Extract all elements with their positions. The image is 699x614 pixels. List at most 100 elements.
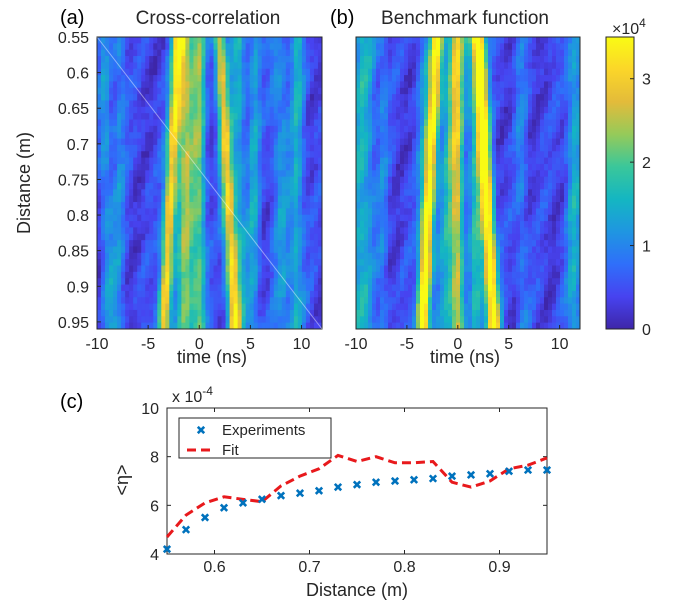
heatmap-cell: [568, 278, 573, 285]
heatmap-cell: [301, 227, 307, 235]
heatmap-cell: [356, 144, 361, 152]
heatmap-cell: [161, 68, 166, 76]
heatmap-cell: [404, 195, 409, 203]
heatmap-cell: [197, 265, 202, 273]
heatmap-cell: [257, 144, 263, 152]
heatmap-cell: [472, 246, 477, 254]
heatmap-cell: [237, 297, 243, 305]
heatmap-cell: [496, 284, 501, 292]
heatmap-cell: [125, 221, 130, 228]
heatmap-cell: [516, 183, 521, 190]
heatmap-cell: [133, 303, 138, 311]
heatmap-cell: [317, 75, 323, 82]
heatmap-cell: [508, 138, 513, 146]
heatmap-cell: [384, 87, 389, 95]
heatmap-cell: [412, 303, 417, 311]
heatmap-cell: [169, 316, 174, 324]
heatmap-cell: [544, 265, 549, 273]
heatmap-cell: [277, 132, 283, 139]
heatmap-cell: [504, 62, 509, 70]
heatmap-cell: [484, 183, 489, 190]
heatmap-cell: [448, 252, 453, 260]
heatmap-cell: [536, 170, 541, 178]
heatmap-cell: [169, 163, 174, 171]
heatmap-cell: [149, 284, 154, 292]
heatmap-cell: [364, 271, 369, 279]
heatmap-cell: [544, 195, 549, 203]
heatmap-cell: [137, 37, 142, 44]
heatmap-cell: [249, 138, 255, 146]
heatmap-cell: [273, 163, 279, 171]
heatmap-cell: [129, 227, 134, 235]
heatmap-cell: [245, 309, 251, 317]
heatmap-cell: [420, 290, 425, 298]
heatmap-cell: [257, 265, 263, 273]
heatmap-cell: [476, 303, 481, 311]
heatmap-cell: [117, 290, 122, 298]
heatmap-cell: [213, 125, 218, 133]
heatmap-cell: [273, 259, 279, 266]
heatmap-cell: [356, 246, 361, 254]
heatmap-cell: [125, 322, 130, 330]
heatmap-cell: [412, 68, 417, 76]
heatmap-cell: [301, 195, 307, 203]
heatmap-cell: [476, 75, 481, 82]
heatmap-cell: [121, 62, 126, 70]
heatmap-cell: [420, 68, 425, 76]
heatmap-cell: [141, 297, 146, 305]
heatmap-cell: [404, 144, 409, 152]
heatmap-cell: [293, 43, 299, 51]
heatmap-cell: [249, 56, 255, 63]
heatmap-cell: [444, 189, 449, 197]
heatmap-cell: [181, 94, 186, 101]
heatmap-cell: [217, 100, 222, 108]
heatmap-cell: [432, 303, 437, 311]
heatmap-cell: [309, 170, 315, 178]
heatmap-cell: [277, 271, 283, 279]
heatmap-cell: [432, 233, 437, 241]
heatmap-cell: [452, 144, 457, 152]
heatmap-cell: [520, 68, 525, 76]
heatmap-cell: [392, 259, 397, 266]
heatmap-cell: [269, 119, 275, 127]
heatmap-cell: [129, 81, 134, 89]
heatmap-cell: [504, 170, 509, 178]
heatmap-cell: [221, 195, 226, 203]
heatmap-cell: [544, 37, 549, 44]
heatmap-cell: [105, 176, 110, 184]
heatmap-cell: [153, 106, 158, 114]
heatmap-cell: [548, 259, 553, 266]
heatmap-cell: [169, 43, 174, 51]
heatmap-cell: [392, 106, 397, 114]
heatmap-cell: [412, 246, 417, 254]
heatmap-cell: [556, 68, 561, 76]
heatmap-cell: [528, 195, 533, 203]
heatmap-cell: [301, 138, 307, 146]
heatmap-cell: [233, 183, 239, 190]
heatmap-cell: [293, 37, 299, 44]
heatmap-cell: [436, 176, 441, 184]
heatmap-cell: [464, 68, 469, 76]
heatmap-cell: [540, 94, 545, 101]
heatmap-cell: [197, 144, 202, 152]
heatmap-cell: [293, 265, 299, 273]
heatmap-cell: [544, 81, 549, 89]
heatmap-cell: [217, 214, 222, 222]
heatmap-cell: [141, 316, 146, 324]
heatmap-cell: [317, 56, 323, 63]
heatmap-cell: [297, 221, 303, 228]
heatmap-cell: [189, 316, 194, 324]
heatmap-cell: [456, 138, 461, 146]
heatmap-cell: [221, 106, 226, 114]
heatmap-cell: [568, 189, 573, 197]
heatmap-cell: [141, 43, 146, 51]
heatmap-cell: [213, 221, 218, 228]
heatmap-cell: [428, 119, 433, 127]
heatmap-cell: [97, 183, 102, 190]
heatmap-cell: [177, 202, 182, 209]
heatmap-cell: [516, 284, 521, 292]
heatmap-cell: [309, 125, 315, 133]
heatmap-cell: [257, 240, 263, 247]
heatmap-cell: [356, 62, 361, 70]
heatmap-cell: [241, 309, 247, 317]
